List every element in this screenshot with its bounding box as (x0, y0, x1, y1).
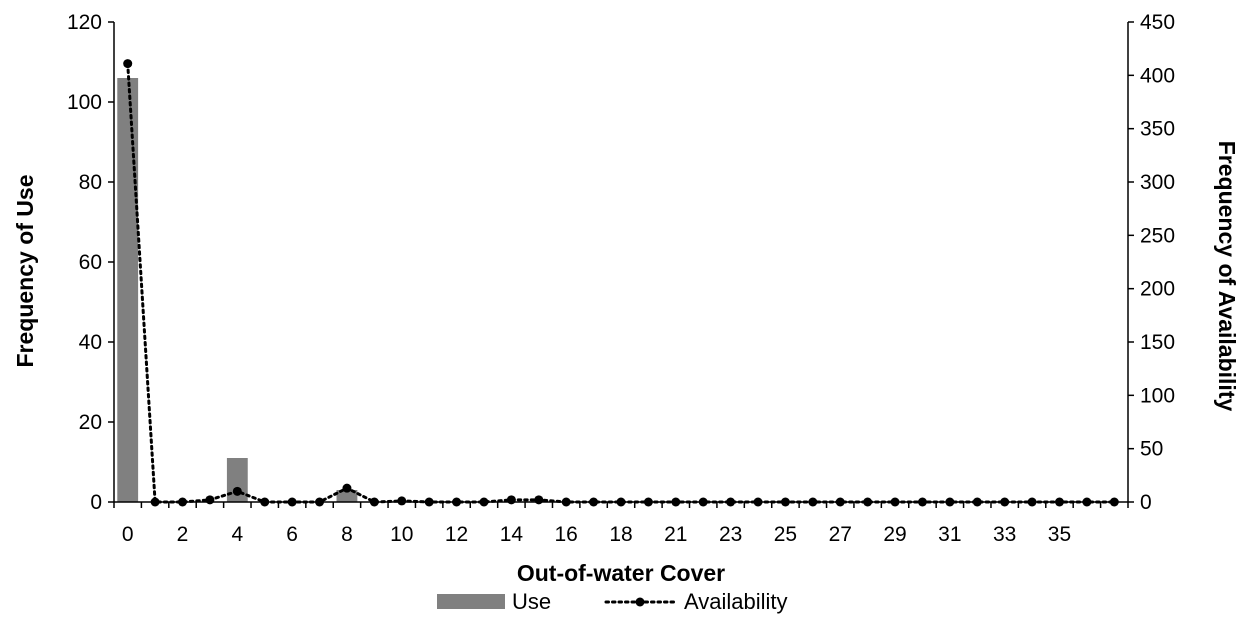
x-tick-label: 14 (500, 523, 524, 546)
y-tick-label: 60 (79, 251, 102, 274)
y2-tick-label: 0 (1140, 491, 1152, 514)
legend-swatch-availability-marker (635, 597, 645, 607)
tick-labels: 0204060801001200501001502002503003504004… (67, 11, 1175, 546)
x-tick-label: 0 (122, 523, 134, 546)
x-axis-title: Out-of-water Cover (517, 560, 725, 586)
y2-tick-label: 450 (1140, 11, 1175, 34)
y2-tick-label: 400 (1140, 64, 1175, 87)
x-tick-label: 16 (555, 523, 578, 546)
y-tick-label: 40 (79, 331, 102, 354)
x-tick-label: 35 (1048, 523, 1071, 546)
y2-tick-label: 100 (1140, 384, 1175, 407)
bar-use-0 (117, 78, 139, 502)
x-tick-label: 23 (719, 523, 742, 546)
y2-tick-label: 50 (1140, 438, 1163, 461)
y-tick-label: 100 (67, 91, 102, 114)
availability-point-8 (342, 483, 352, 493)
bar-use-4 (226, 458, 248, 502)
x-tick-label: 6 (286, 523, 298, 546)
axes (108, 21, 1134, 508)
availability-point-10 (397, 496, 407, 506)
x-tick-label: 10 (390, 523, 413, 546)
y-tick-label: 80 (79, 171, 102, 194)
x-tick-label: 12 (445, 523, 468, 546)
x-tick-label: 33 (993, 523, 1016, 546)
y-tick-label: 20 (79, 411, 102, 434)
y2-tick-label: 200 (1140, 278, 1175, 301)
y-axis-title: Frequency of Use (12, 175, 38, 368)
x-tick-label: 2 (177, 523, 189, 546)
availability-point-4 (232, 486, 242, 496)
x-tick-label: 8 (341, 523, 353, 546)
legend-label-use: Use (512, 589, 551, 614)
y-tick-label: 0 (90, 491, 102, 514)
x-tick-label: 18 (609, 523, 632, 546)
legend: Use Availability (437, 589, 788, 614)
x-tick-label: 4 (231, 523, 243, 546)
availability-line (126, 62, 1116, 504)
y2-tick-label: 300 (1140, 171, 1175, 194)
availability-point-3 (205, 495, 215, 505)
x-tick-label: 29 (883, 523, 906, 546)
availability-point-0 (123, 59, 133, 69)
y2-tick-label: 250 (1140, 224, 1175, 247)
x-tick-label: 21 (664, 523, 687, 546)
bar-use-8 (336, 490, 358, 502)
y-tick-label: 120 (67, 11, 102, 34)
availability-point-14 (506, 495, 516, 505)
x-tick-label: 27 (829, 523, 852, 546)
x-tick-label: 25 (774, 523, 797, 546)
plot-area (117, 59, 1119, 507)
legend-label-availability: Availability (684, 589, 788, 614)
legend-swatch-use (437, 594, 505, 609)
x-tick-label: 31 (938, 523, 961, 546)
y2-tick-label: 350 (1140, 118, 1175, 141)
y2-axis-title: Frequency of Availability (1214, 141, 1240, 412)
availability-point-15 (534, 495, 544, 505)
y2-tick-label: 150 (1140, 331, 1175, 354)
